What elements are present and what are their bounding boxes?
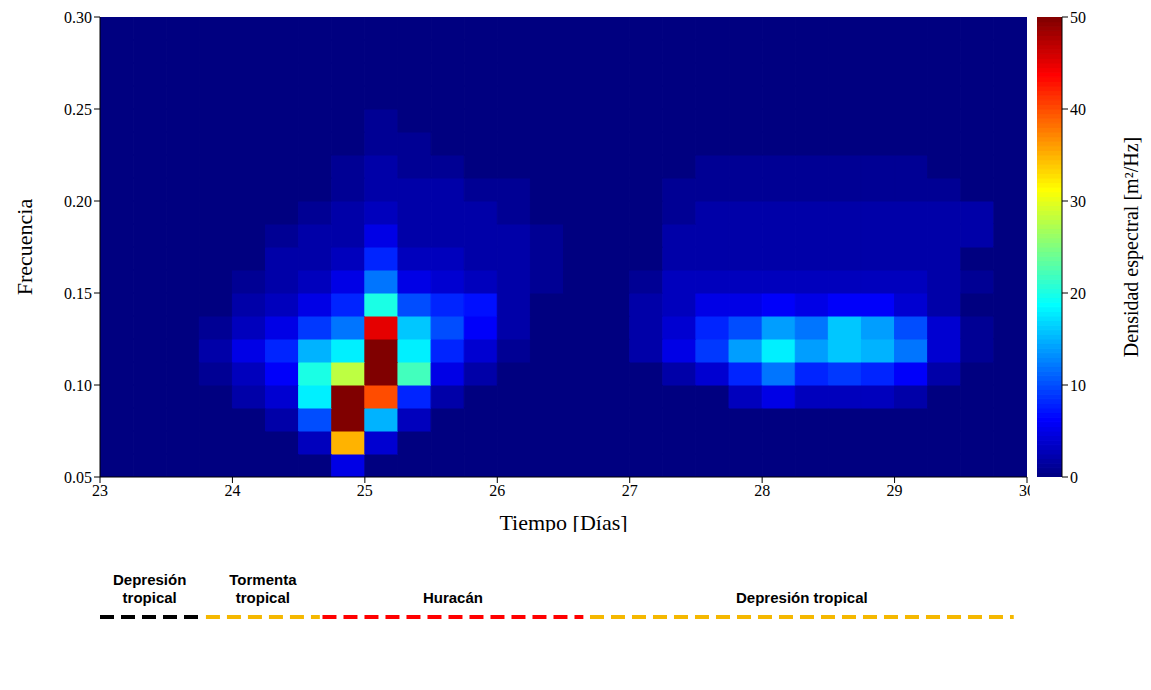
svg-text:0.10: 0.10 <box>64 377 92 394</box>
svg-text:40: 40 <box>1070 101 1086 118</box>
svg-text:0.25: 0.25 <box>64 101 92 118</box>
svg-text:0.15: 0.15 <box>64 285 92 302</box>
svg-text:Depresión tropical: Depresión tropical <box>736 589 868 606</box>
svg-text:28: 28 <box>754 482 770 499</box>
svg-text:25: 25 <box>357 482 373 499</box>
svg-text:Tormentatropical: Tormentatropical <box>229 571 297 606</box>
svg-text:0: 0 <box>1070 469 1078 486</box>
svg-text:Tiempo [Días]: Tiempo [Días] <box>499 510 627 532</box>
svg-text:29: 29 <box>887 482 903 499</box>
svg-text:Depresióntropical: Depresióntropical <box>113 571 186 606</box>
svg-text:24: 24 <box>224 482 240 499</box>
svg-text:26: 26 <box>489 482 505 499</box>
svg-text:0.30: 0.30 <box>64 9 92 26</box>
svg-text:30: 30 <box>1019 482 1030 499</box>
svg-text:Frecuencia: Frecuencia <box>12 199 37 296</box>
svg-text:27: 27 <box>622 482 638 499</box>
svg-text:20: 20 <box>1070 285 1086 302</box>
svg-text:Densidad espectral [m²/Hz]: Densidad espectral [m²/Hz] <box>1120 137 1143 357</box>
svg-text:50: 50 <box>1070 9 1086 26</box>
svg-text:23: 23 <box>92 482 108 499</box>
svg-text:Huracán: Huracán <box>423 589 483 606</box>
svg-text:0.20: 0.20 <box>64 193 92 210</box>
svg-text:30: 30 <box>1070 193 1086 210</box>
svg-text:10: 10 <box>1070 377 1086 394</box>
svg-text:0.05: 0.05 <box>64 469 92 486</box>
